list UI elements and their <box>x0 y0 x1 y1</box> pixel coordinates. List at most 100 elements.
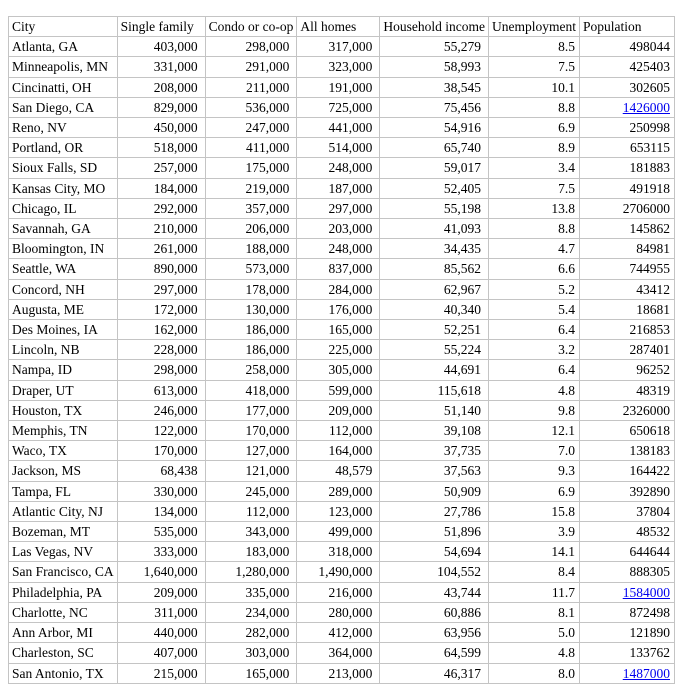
single-family-cell: 890,000 <box>116 258 206 280</box>
unemployment-cell: 4.8 <box>487 379 580 401</box>
column-header-condo-or-coop: Condo or co-op <box>204 15 298 38</box>
city-cell: Tampa, FL <box>8 480 118 502</box>
population-cell: 392890 <box>578 480 675 502</box>
all-homes-cell: 209,000 <box>296 399 381 422</box>
city-cell: Reno, NV <box>8 117 118 139</box>
table-row: Jackson, MS 68,438 121,000 48,579 37,563 9.3 1… <box>8 460 675 482</box>
household-income-cell: 62,967 <box>379 278 489 300</box>
population-link[interactable]: 1584000 <box>622 584 670 600</box>
all-homes-cell: 248,000 <box>296 238 381 260</box>
all-homes-cell: 1,490,000 <box>296 561 381 583</box>
population-cell: 48532 <box>578 521 675 543</box>
unemployment-cell: 6.4 <box>487 359 580 381</box>
city-cell: Houston, TX <box>8 399 118 422</box>
population-link[interactable]: 1426000 <box>622 99 670 115</box>
city-cell: Cincinatti, OH <box>8 76 118 98</box>
single-family-cell: 613,000 <box>116 379 206 401</box>
population-cell: 96252 <box>578 359 675 381</box>
single-family-cell: 331,000 <box>116 56 206 78</box>
single-family-cell: 440,000 <box>116 622 206 644</box>
unemployment-cell: 8.8 <box>487 96 580 119</box>
city-cell: Las Vegas, NV <box>8 541 118 563</box>
table-row: Bozeman, MT 535,000 343,000 499,000 51,896 3.… <box>8 521 675 543</box>
single-family-cell: 1,640,000 <box>116 561 206 583</box>
household-income-cell: 55,198 <box>379 197 489 220</box>
unemployment-cell: 6.4 <box>487 319 580 341</box>
table-row: Minneapolis, MN 331,000 291,000 323,000 58,9… <box>8 56 675 78</box>
table-row: Houston, TX 246,000 177,000 209,000 51,140 9.… <box>8 399 675 422</box>
single-family-cell: 208,000 <box>116 76 206 98</box>
all-homes-cell: 323,000 <box>296 56 381 78</box>
table-row: Reno, NV 450,000 247,000 441,000 54,916 6.9 25… <box>8 117 675 139</box>
single-family-cell: 228,000 <box>116 339 206 361</box>
single-family-cell: 172,000 <box>116 298 206 321</box>
condo-cell: 175,000 <box>204 157 298 179</box>
city-cell: Seattle, WA <box>8 258 118 280</box>
household-income-cell: 64,599 <box>379 642 489 664</box>
table-row: Charleston, SC 407,000 303,000 364,000 64,59… <box>8 642 675 664</box>
unemployment-cell: 8.0 <box>487 662 580 684</box>
all-homes-cell: 165,000 <box>296 319 381 341</box>
household-income-cell: 63,956 <box>379 622 489 644</box>
single-family-cell: 292,000 <box>116 197 206 220</box>
all-homes-cell: 176,000 <box>296 298 381 321</box>
unemployment-cell: 6.9 <box>487 117 580 139</box>
condo-cell: 234,000 <box>204 601 298 624</box>
all-homes-cell: 213,000 <box>296 662 381 684</box>
all-homes-cell: 441,000 <box>296 117 381 139</box>
condo-cell: 127,000 <box>204 440 298 462</box>
condo-cell: 165,000 <box>204 662 298 684</box>
city-cell: Memphis, TN <box>8 420 118 442</box>
population-cell: 491918 <box>578 177 675 199</box>
household-income-cell: 55,279 <box>379 36 489 58</box>
household-income-cell: 58,993 <box>379 56 489 78</box>
column-header-household-income: Household income <box>379 15 489 38</box>
single-family-cell: 450,000 <box>116 117 206 139</box>
household-income-cell: 52,251 <box>379 319 489 341</box>
column-header-single-family: Single family <box>116 15 206 38</box>
population-cell: 2326000 <box>578 399 675 422</box>
condo-cell: 183,000 <box>204 541 298 563</box>
city-cell: Savannah, GA <box>8 218 118 240</box>
column-header-city: City <box>8 15 118 38</box>
city-cell: Des Moines, IA <box>8 319 118 341</box>
household-income-cell: 52,405 <box>379 177 489 199</box>
city-cell: Concord, NH <box>8 278 118 300</box>
all-homes-cell: 837,000 <box>296 258 381 280</box>
single-family-cell: 311,000 <box>116 601 206 624</box>
unemployment-cell: 9.8 <box>487 399 580 422</box>
population-cell: 653115 <box>578 137 675 159</box>
city-cell: San Francisco, CA <box>8 561 118 583</box>
table-row: Tampa, FL 330,000 245,000 289,000 50,909 6.9 3… <box>8 480 675 502</box>
condo-cell: 573,000 <box>204 258 298 280</box>
population-cell: 872498 <box>578 601 675 624</box>
condo-cell: 219,000 <box>204 177 298 199</box>
table-row: Lincoln, NB 228,000 186,000 225,000 55,224 3.… <box>8 339 675 361</box>
condo-cell: 357,000 <box>204 197 298 220</box>
population-link[interactable]: 1487000 <box>622 665 670 681</box>
all-homes-cell: 216,000 <box>296 581 381 603</box>
population-cell: 181883 <box>578 157 675 179</box>
household-income-cell: 37,563 <box>379 460 489 482</box>
table-row: Kansas City, MO 184,000 219,000 187,000 52,4… <box>8 177 675 199</box>
population-cell: 1487000 <box>578 662 675 684</box>
household-income-cell: 55,224 <box>379 339 489 361</box>
population-cell: 302605 <box>578 76 675 98</box>
unemployment-cell: 3.9 <box>487 521 580 543</box>
all-homes-cell: 305,000 <box>296 359 381 381</box>
population-cell: 650618 <box>578 420 675 442</box>
all-homes-cell: 499,000 <box>296 521 381 543</box>
population-cell: 138183 <box>578 440 675 462</box>
all-homes-cell: 203,000 <box>296 218 381 240</box>
all-homes-cell: 187,000 <box>296 177 381 199</box>
single-family-cell: 68,438 <box>116 460 206 482</box>
condo-cell: 343,000 <box>204 521 298 543</box>
table-row: Savannah, GA 210,000 206,000 203,000 41,093 8… <box>8 218 675 240</box>
unemployment-cell: 8.9 <box>487 137 580 159</box>
condo-cell: 247,000 <box>204 117 298 139</box>
all-homes-cell: 280,000 <box>296 601 381 624</box>
condo-cell: 178,000 <box>204 278 298 300</box>
unemployment-cell: 4.7 <box>487 238 580 260</box>
city-cell: Bozeman, MT <box>8 521 118 543</box>
single-family-cell: 518,000 <box>116 137 206 159</box>
